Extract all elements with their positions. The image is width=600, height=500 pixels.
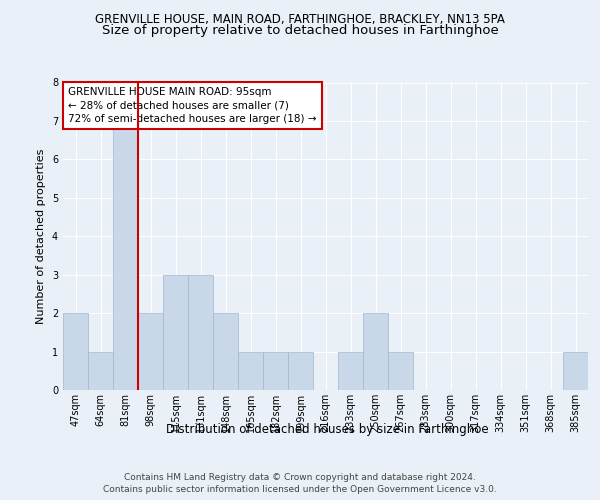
Bar (563, 352, 588, 390)
Text: Distribution of detached houses by size in Farthinghoe: Distribution of detached houses by size … (166, 422, 488, 436)
Bar (338, 352, 363, 390)
Text: Size of property relative to detached houses in Farthinghoe: Size of property relative to detached ho… (101, 24, 499, 37)
Bar (88, 352, 113, 390)
Bar (263, 352, 288, 390)
Bar (388, 352, 413, 390)
Y-axis label: Number of detached properties: Number of detached properties (37, 148, 46, 324)
Text: GRENVILLE HOUSE MAIN ROAD: 95sqm
← 28% of detached houses are smaller (7)
72% of: GRENVILLE HOUSE MAIN ROAD: 95sqm ← 28% o… (68, 87, 317, 124)
Text: Contains public sector information licensed under the Open Government Licence v3: Contains public sector information licen… (103, 485, 497, 494)
Bar (163, 274, 188, 390)
Bar (188, 274, 213, 390)
Bar (363, 313, 388, 390)
Text: GRENVILLE HOUSE, MAIN ROAD, FARTHINGHOE, BRACKLEY, NN13 5PA: GRENVILLE HOUSE, MAIN ROAD, FARTHINGHOE,… (95, 12, 505, 26)
Bar (213, 313, 238, 390)
Bar (288, 352, 313, 390)
Bar (138, 313, 163, 390)
Bar (238, 352, 263, 390)
Text: Contains HM Land Registry data © Crown copyright and database right 2024.: Contains HM Land Registry data © Crown c… (124, 472, 476, 482)
Bar (63, 313, 88, 390)
Bar (113, 121, 138, 390)
